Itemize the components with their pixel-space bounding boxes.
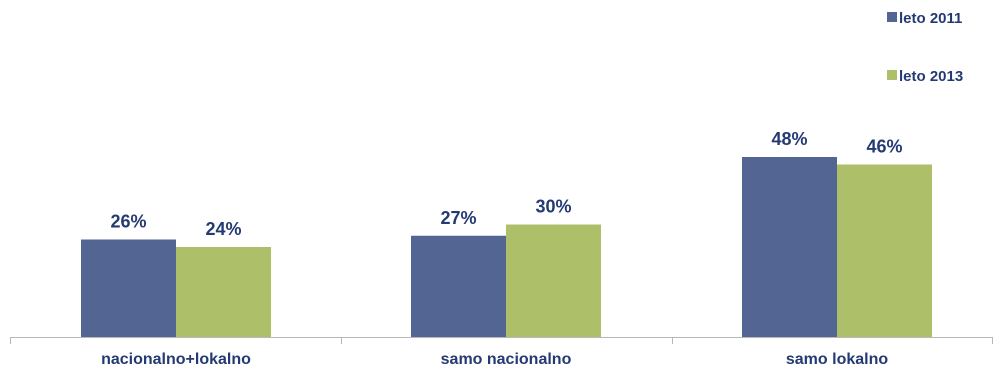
category-label-1: nacionalno+lokalno — [101, 351, 251, 368]
bar-1-2 — [411, 235, 506, 337]
category-label-3: samo lokalno — [786, 351, 888, 368]
bar-1-1 — [81, 239, 176, 337]
bar-2-1 — [176, 247, 271, 337]
legend-label-2: leto 2013 — [899, 68, 963, 85]
data-label-1-2: 27% — [440, 208, 476, 228]
category-label-2: samo nacionalno — [441, 351, 572, 368]
data-label-1-3: 48% — [771, 129, 807, 149]
bar-2-2 — [506, 224, 601, 337]
data-label-2-1: 24% — [205, 219, 241, 239]
data-label-2-2: 30% — [535, 197, 571, 217]
legend-label-1: leto 2011 — [899, 10, 962, 27]
legend-swatch-1 — [887, 12, 897, 22]
data-label-2-3: 46% — [866, 137, 902, 157]
bar-1-3 — [742, 157, 837, 337]
bar-2-3 — [837, 164, 932, 337]
data-label-1-1: 26% — [110, 212, 146, 232]
legend-swatch-2 — [887, 70, 897, 80]
